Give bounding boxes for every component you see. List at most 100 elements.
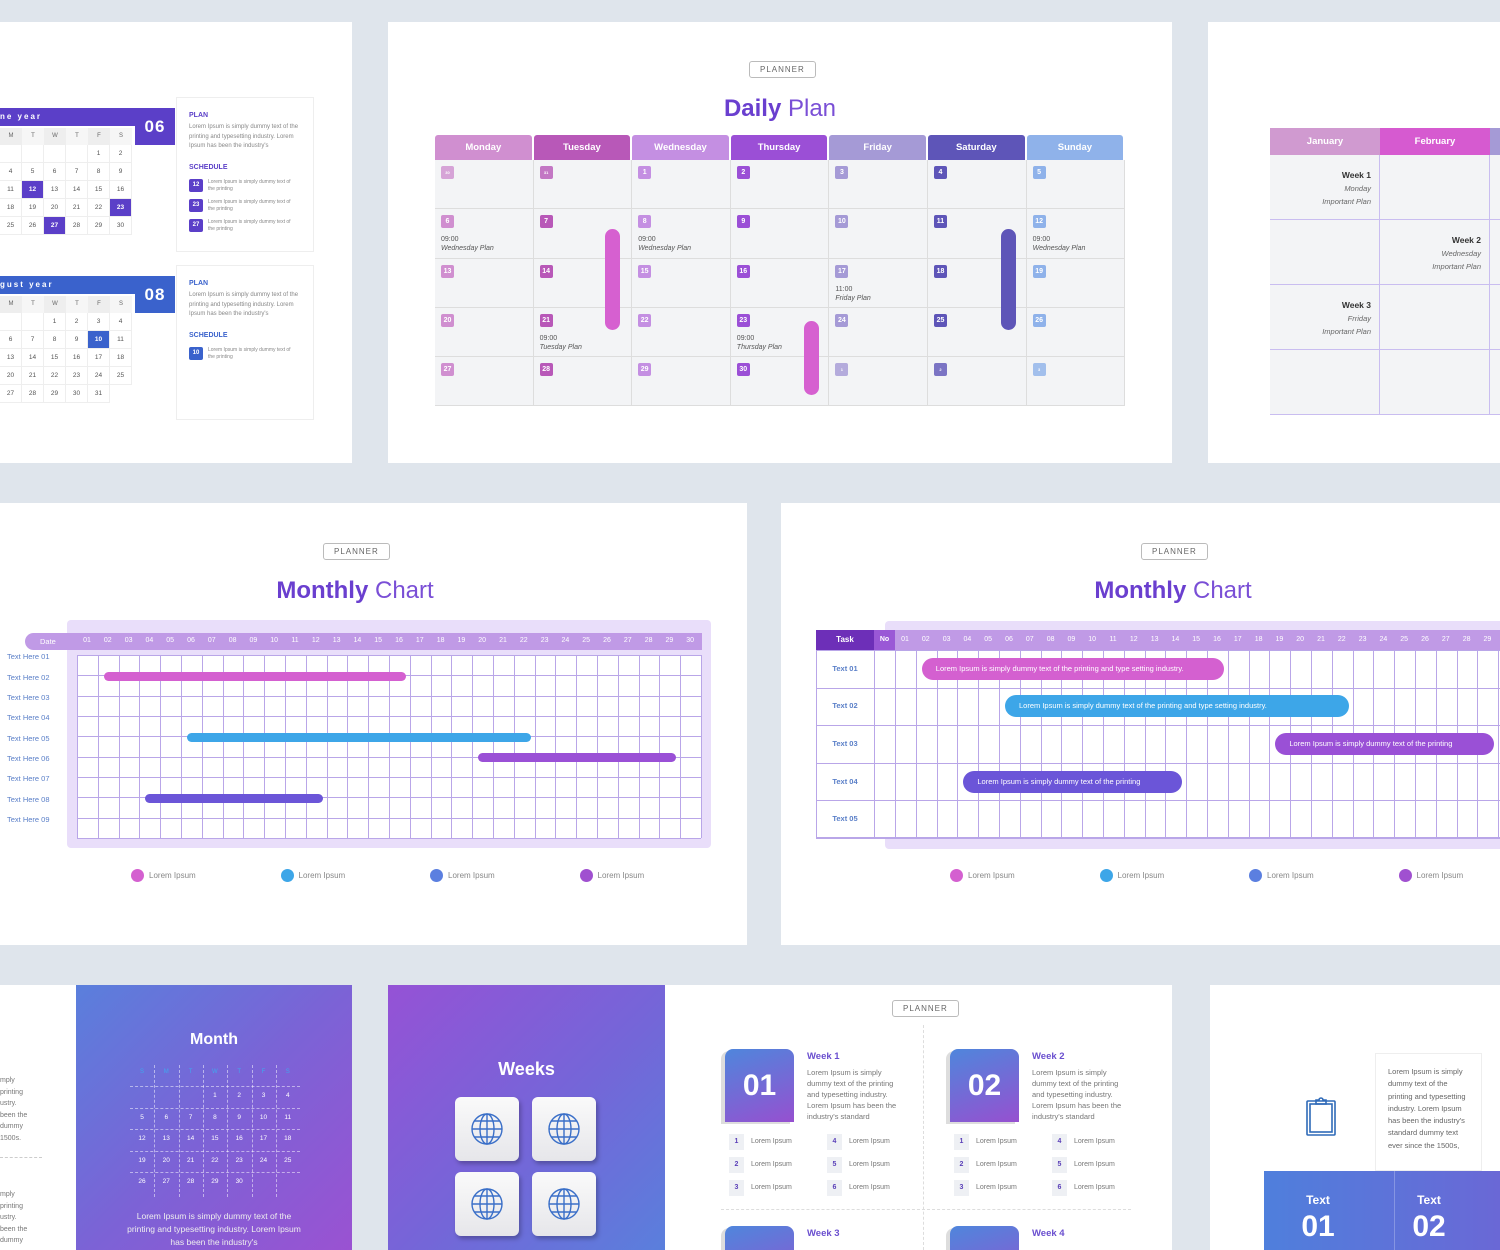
calendar-day[interactable]: 16 xyxy=(66,349,88,367)
day-cell[interactable]: 26 xyxy=(1026,307,1126,358)
day-cell[interactable]: 6 xyxy=(435,209,534,259)
icon-tile[interactable] xyxy=(532,1097,596,1161)
day-cell[interactable]: 22 xyxy=(632,307,731,358)
calendar-day[interactable] xyxy=(0,313,22,331)
calendar-day[interactable]: 4 xyxy=(0,163,22,181)
calendar-day[interactable]: 28 xyxy=(186,1178,195,1185)
calendar-day[interactable]: 20 xyxy=(0,367,22,385)
calendar-day[interactable]: 11 xyxy=(110,331,132,349)
calendar-day[interactable]: 18 xyxy=(284,1135,292,1142)
day-cell[interactable]: 31 xyxy=(533,160,633,210)
event-span-bar[interactable] xyxy=(605,229,620,330)
monthly-chart-task-slide[interactable]: PLANNER Monthly Chart Task No 01 02 03 04 05 06 07… xyxy=(781,503,1500,945)
day-cell[interactable]: 1 xyxy=(632,160,731,210)
calendar-day[interactable]: 21 xyxy=(186,1156,195,1164)
calendar-day[interactable]: 14 xyxy=(186,1135,195,1142)
calendar-day[interactable]: 19 xyxy=(138,1156,146,1164)
event[interactable]: 09:00 Wednesday Plan xyxy=(441,235,494,253)
gantt-bar[interactable]: Lorem Ipsum is simply dummy text of the … xyxy=(963,770,1183,793)
day-cell[interactable]: 2 xyxy=(928,357,1027,407)
plan-entry[interactable]: Week 3 Frriday Important Plan xyxy=(1270,299,1371,338)
calendar-day[interactable]: 24 xyxy=(259,1156,268,1164)
calendar-day[interactable]: 14 xyxy=(66,181,88,199)
gantt-bar[interactable] xyxy=(145,793,323,803)
event[interactable]: 09:00 Thursday Plan xyxy=(737,334,782,352)
day-cell[interactable]: 30 xyxy=(435,160,534,210)
calendar-day[interactable]: 21 xyxy=(22,367,44,385)
calendar-day[interactable]: 29 xyxy=(44,385,66,403)
calendar-day[interactable]: 31 xyxy=(88,385,110,403)
day-cell[interactable]: 27 xyxy=(435,357,534,407)
event[interactable]: 11:00 Friday Plan xyxy=(835,285,870,303)
week-plan-slide[interactable]: Weeks PLANNER 01 Week 1 Lorem Ipsum is simpl… xyxy=(388,985,1172,1250)
day-cell[interactable]: 2 xyxy=(730,160,830,210)
calendar-day[interactable]: 25 xyxy=(110,367,132,385)
day-cell[interactable]: 29 xyxy=(632,357,731,407)
event[interactable]: 09:00 Wednesday Plan xyxy=(1033,235,1086,253)
calendar-day[interactable]: 5 xyxy=(22,163,44,181)
day-cell[interactable]: 20 xyxy=(435,307,534,358)
calendar-day[interactable]: 21 xyxy=(66,199,88,217)
day-cell[interactable]: 15 xyxy=(632,258,731,308)
calendar-day[interactable]: 5 xyxy=(140,1113,144,1121)
calendar-day[interactable]: 27 xyxy=(0,385,22,403)
calendar-day[interactable] xyxy=(22,145,44,163)
calendar-day[interactable]: 1 xyxy=(88,145,110,163)
calendar-day[interactable]: 13 xyxy=(0,349,22,367)
calendar-day[interactable]: 1 xyxy=(44,313,66,331)
calendar-day[interactable]: 30 xyxy=(235,1178,243,1185)
day-cell[interactable]: 10 xyxy=(829,209,928,259)
calendar-day[interactable]: 22 xyxy=(88,199,110,217)
calendar-day[interactable]: 9 xyxy=(110,163,132,181)
day-cell[interactable]: 5 xyxy=(1026,160,1126,210)
calendar-day[interactable]: 16 xyxy=(110,181,132,199)
calendar-day[interactable]: 4 xyxy=(110,313,132,331)
calendar-day[interactable]: 22 xyxy=(211,1156,219,1164)
calendar-day[interactable] xyxy=(66,145,88,163)
day-cell[interactable]: 21 xyxy=(533,307,633,358)
calendar-day[interactable]: 6 xyxy=(0,331,22,349)
calendar-day[interactable]: 15 xyxy=(44,349,66,367)
calendar-day[interactable]: 14 xyxy=(22,349,44,367)
calendar-day[interactable]: 23 xyxy=(66,367,88,385)
calendar-day[interactable]: 12 xyxy=(22,181,44,199)
event[interactable]: 09:00 Tuesday Plan xyxy=(540,334,582,352)
month-slide[interactable]: mply printing ustry. been the dummy 1500s. mpl… xyxy=(0,985,352,1250)
day-cell[interactable]: 13 xyxy=(435,258,534,308)
calendar-day[interactable]: 6 xyxy=(164,1113,169,1121)
calendar-day[interactable]: 24 xyxy=(88,367,110,385)
calendar-day[interactable]: 10 xyxy=(88,331,110,349)
calendar-day[interactable]: 12 xyxy=(138,1135,146,1142)
calendar-day[interactable]: 2 xyxy=(66,313,88,331)
event-span-bar[interactable] xyxy=(804,321,819,395)
calendar-day[interactable]: 3 xyxy=(88,313,110,331)
icon-tile[interactable] xyxy=(455,1097,519,1161)
calendar-day[interactable]: 30 xyxy=(110,217,132,235)
gantt-bar[interactable] xyxy=(103,671,406,681)
calendar-day[interactable]: 8 xyxy=(88,163,110,181)
calendar-day[interactable]: 25 xyxy=(284,1156,292,1164)
calendar-day[interactable]: 15 xyxy=(88,181,110,199)
calendar-day[interactable]: 26 xyxy=(138,1178,146,1185)
calendar-day[interactable]: 7 xyxy=(66,163,88,181)
day-cell[interactable]: 3 xyxy=(829,160,928,210)
calendar-day[interactable]: 28 xyxy=(22,385,44,403)
day-cell[interactable]: 19 xyxy=(1026,258,1126,308)
event-span-bar[interactable] xyxy=(1001,229,1016,330)
calendar-day[interactable] xyxy=(22,313,44,331)
calendar-day[interactable]: 23 xyxy=(235,1156,243,1164)
calendar-day[interactable]: 7 xyxy=(188,1113,193,1121)
event[interactable]: 09:00 Wednesday Plan xyxy=(638,235,691,253)
icon-tile[interactable] xyxy=(455,1172,519,1236)
calendar-day[interactable] xyxy=(0,145,22,163)
calendar-day[interactable]: 26 xyxy=(22,217,44,235)
calendar-day[interactable]: 6 xyxy=(44,163,66,181)
day-cell[interactable]: 16 xyxy=(730,258,830,308)
calendar-day[interactable]: 17 xyxy=(259,1135,268,1142)
calendar-day[interactable]: 18 xyxy=(0,199,22,217)
calendar-day[interactable]: 11 xyxy=(0,181,22,199)
calendar-day[interactable]: 27 xyxy=(44,217,66,235)
calendar-day[interactable]: 2 xyxy=(237,1092,241,1099)
calendar-day[interactable]: 8 xyxy=(44,331,66,349)
calendar-day[interactable]: 9 xyxy=(237,1113,241,1121)
